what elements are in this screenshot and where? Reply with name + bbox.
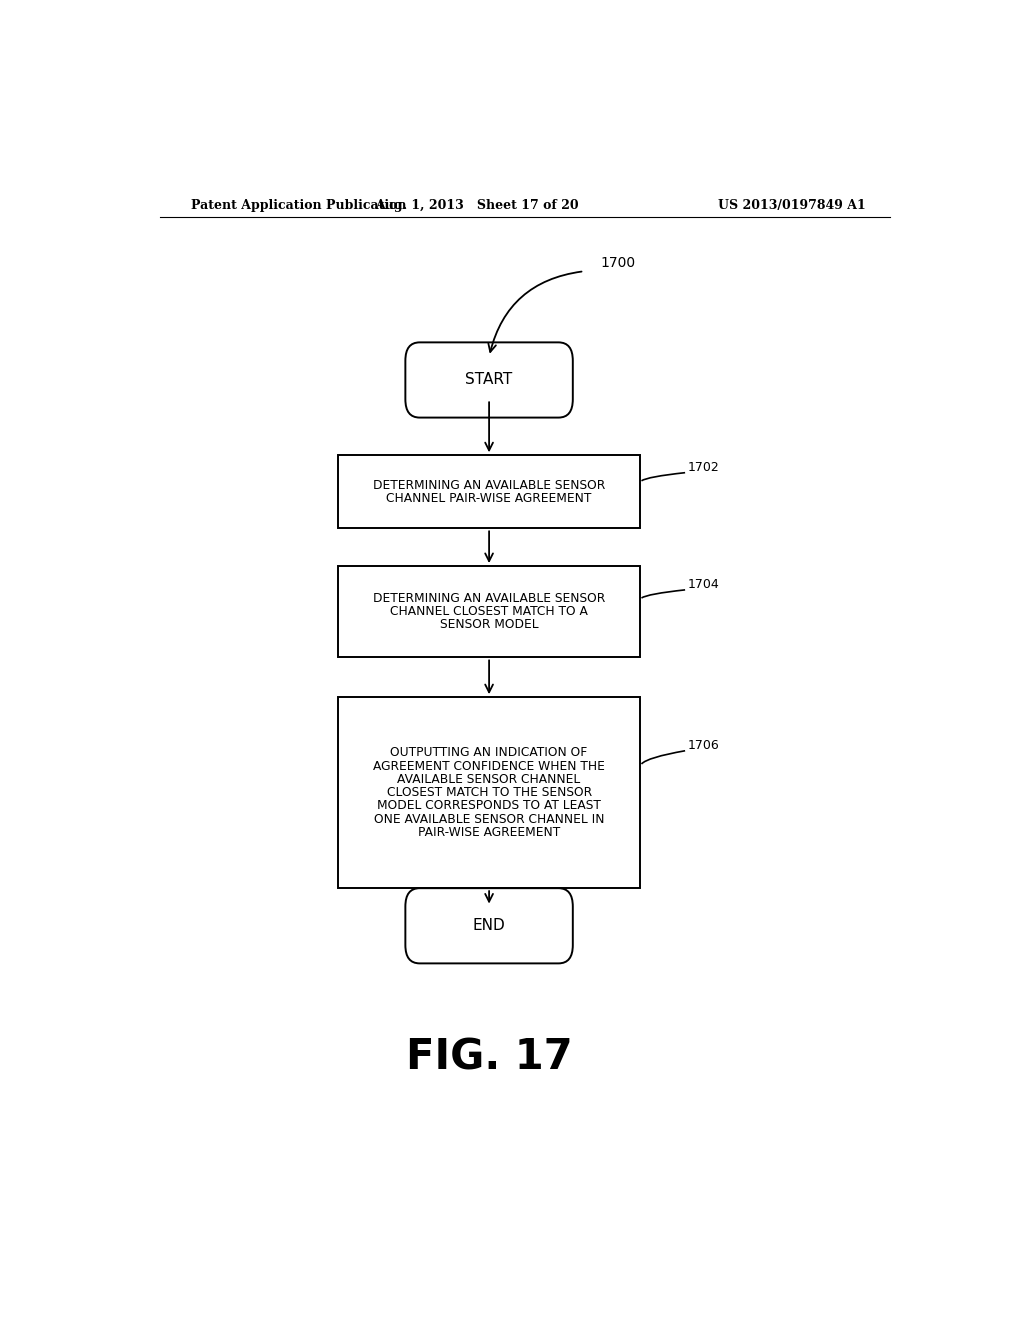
Text: 1700: 1700 (600, 256, 635, 271)
FancyBboxPatch shape (406, 342, 572, 417)
Text: US 2013/0197849 A1: US 2013/0197849 A1 (718, 198, 866, 211)
Text: SENSOR MODEL: SENSOR MODEL (439, 619, 539, 631)
Text: CLOSEST MATCH TO THE SENSOR: CLOSEST MATCH TO THE SENSOR (386, 787, 592, 799)
Text: MODEL CORRESPONDS TO AT LEAST: MODEL CORRESPONDS TO AT LEAST (377, 800, 601, 812)
FancyBboxPatch shape (406, 888, 572, 964)
FancyBboxPatch shape (338, 697, 640, 888)
Text: CHANNEL PAIR-WISE AGREEMENT: CHANNEL PAIR-WISE AGREEMENT (386, 492, 592, 504)
Text: FIG. 17: FIG. 17 (406, 1038, 572, 1078)
FancyBboxPatch shape (338, 455, 640, 528)
Text: ONE AVAILABLE SENSOR CHANNEL IN: ONE AVAILABLE SENSOR CHANNEL IN (374, 813, 604, 825)
Text: END: END (473, 919, 506, 933)
Text: 1702: 1702 (687, 461, 719, 474)
Text: Patent Application Publication: Patent Application Publication (191, 198, 407, 211)
Text: AGREEMENT CONFIDENCE WHEN THE: AGREEMENT CONFIDENCE WHEN THE (373, 760, 605, 772)
Text: PAIR-WISE AGREEMENT: PAIR-WISE AGREEMENT (418, 826, 560, 838)
Text: 1704: 1704 (687, 578, 719, 591)
Text: CHANNEL CLOSEST MATCH TO A: CHANNEL CLOSEST MATCH TO A (390, 605, 588, 618)
Text: START: START (466, 372, 513, 388)
Text: DETERMINING AN AVAILABLE SENSOR: DETERMINING AN AVAILABLE SENSOR (373, 479, 605, 491)
Text: OUTPUTTING AN INDICATION OF: OUTPUTTING AN INDICATION OF (390, 747, 588, 759)
FancyBboxPatch shape (338, 566, 640, 657)
Text: 1706: 1706 (687, 739, 719, 752)
Text: AVAILABLE SENSOR CHANNEL: AVAILABLE SENSOR CHANNEL (397, 774, 581, 785)
Text: Aug. 1, 2013   Sheet 17 of 20: Aug. 1, 2013 Sheet 17 of 20 (376, 198, 579, 211)
Text: DETERMINING AN AVAILABLE SENSOR: DETERMINING AN AVAILABLE SENSOR (373, 591, 605, 605)
